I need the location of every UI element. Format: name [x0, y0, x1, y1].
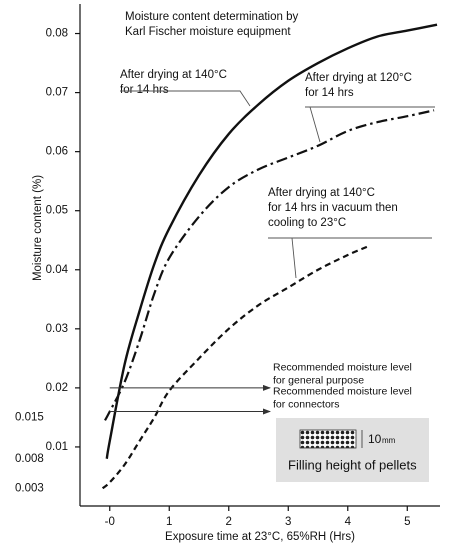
inset-unit: mm — [382, 436, 396, 445]
series-label: After drying at 120°C — [305, 72, 412, 84]
leader-line — [268, 237, 432, 279]
reference-label: for general purpose — [273, 375, 364, 387]
y-tick-label: 0.05 — [46, 205, 68, 217]
inset-dimension: 10 — [368, 432, 382, 446]
y-tick-label: 0.01 — [46, 441, 68, 453]
data-line — [104, 109, 435, 421]
y-tick-label: 0.08 — [46, 28, 68, 40]
x-tick-label: -0 — [105, 516, 115, 528]
pellets — [299, 429, 357, 449]
y-tick-label: 0.06 — [46, 146, 68, 158]
series-label: for 14 hrs — [305, 87, 354, 99]
series-label: for 14 hrs in vacuum then — [268, 202, 398, 214]
inset-caption: Filling height of pellets — [288, 457, 417, 472]
series-label: for 14 hrs — [120, 84, 169, 96]
reference-label: for connectors — [273, 398, 340, 410]
x-tick-label: 4 — [345, 516, 352, 528]
chart-title: Karl Fischer moisture equipment — [125, 26, 291, 38]
series-label: After drying at 140°C — [120, 69, 227, 81]
x-tick-label: 2 — [226, 516, 232, 528]
leader-line — [305, 106, 435, 143]
inset: 10 mm Filling height of pellets — [276, 418, 429, 482]
series-label: cooling to 23°C — [268, 217, 346, 229]
y-tick-label: 0.07 — [46, 87, 68, 99]
x-axis-label: Exposure time at 23°C, 65%RH (Hrs) — [165, 531, 355, 543]
y-tick-label: 0.04 — [46, 264, 69, 276]
data-line — [105, 23, 438, 459]
x-tick-label: 1 — [166, 516, 172, 528]
series-label: After drying at 140°C — [268, 187, 375, 199]
y-tick-label: 0.03 — [46, 323, 68, 335]
reference-label: Recommended moisture level — [273, 362, 412, 374]
chart-title: Moisture content determination by — [125, 11, 298, 23]
y-tick-label: 0.008 — [15, 453, 44, 465]
reference-label: Recommended moisture level — [273, 385, 412, 397]
inset-box — [276, 418, 429, 482]
y-tick-label: 0.02 — [46, 382, 68, 394]
leader-line — [120, 90, 251, 107]
y-tick-label: 0.015 — [15, 411, 44, 423]
y-axis-label: Moisture content (%) — [32, 175, 44, 281]
x-tick-label: 5 — [404, 516, 410, 528]
y-tick-label: 0.003 — [15, 482, 44, 494]
x-tick-label: 3 — [285, 516, 291, 528]
data-line — [101, 245, 370, 490]
